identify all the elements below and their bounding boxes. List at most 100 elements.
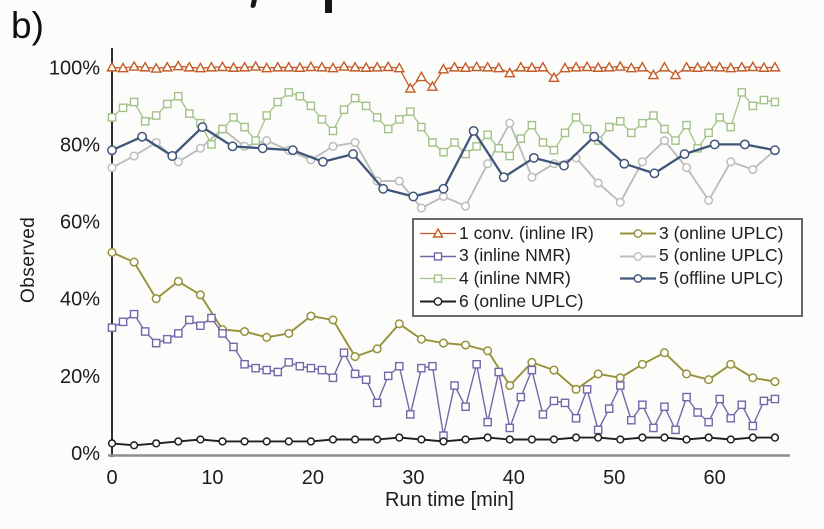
- marker-triangle: [548, 71, 560, 82]
- marker-square: [638, 400, 647, 410]
- y-tick-label: 80%: [60, 134, 100, 156]
- marker-triangle: [139, 61, 151, 72]
- marker-triangle: [603, 61, 616, 72]
- marker-triangle: [459, 61, 472, 72]
- legend-label: 5 (online UPLC): [659, 245, 784, 266]
- marker-circle: [461, 340, 471, 350]
- marker-circle: [227, 141, 238, 152]
- marker-square: [660, 402, 669, 412]
- marker-circle: [438, 183, 449, 194]
- marker-triangle: [117, 62, 129, 73]
- marker-circle: [571, 433, 581, 442]
- marker-triangle: [294, 61, 306, 72]
- marker-circle: [559, 160, 569, 171]
- marker-circle: [660, 433, 669, 442]
- marker-circle: [328, 315, 338, 325]
- marker-square: [196, 321, 205, 331]
- marker-square: [140, 116, 150, 126]
- legend-label: 3 (inline NMR): [459, 245, 571, 266]
- marker-square: [428, 361, 437, 371]
- marker-square: [428, 138, 437, 147]
- marker-circle: [107, 163, 117, 173]
- marker-circle: [615, 373, 625, 383]
- marker-square: [317, 365, 327, 375]
- marker-triangle: [470, 60, 483, 72]
- marker-square: [649, 111, 658, 120]
- marker-square: [273, 367, 283, 377]
- y-tick-label: 40%: [60, 289, 100, 311]
- marker-circle: [151, 294, 161, 304]
- marker-square: [538, 410, 548, 419]
- marker-triangle: [747, 60, 759, 72]
- marker-triangle: [404, 82, 417, 93]
- marker-square: [516, 134, 526, 143]
- marker-square: [361, 101, 371, 111]
- marker-circle: [394, 319, 404, 329]
- x-tick-label: 40: [503, 467, 525, 489]
- marker-circle: [417, 435, 426, 444]
- marker-triangle: [382, 60, 395, 72]
- marker-circle: [649, 168, 660, 179]
- marker-square: [417, 122, 426, 132]
- marker-triangle: [172, 60, 185, 71]
- marker-circle: [174, 437, 183, 446]
- marker-square: [394, 361, 404, 371]
- marker-triangle: [669, 68, 682, 80]
- marker-square: [361, 375, 371, 385]
- marker-square: [162, 99, 172, 109]
- marker-square: [383, 124, 393, 134]
- marker-square: [173, 91, 183, 101]
- marker-square: [185, 315, 194, 325]
- marker-triangle: [216, 60, 229, 72]
- marker-circle: [498, 172, 509, 183]
- marker-circle: [439, 437, 448, 446]
- legend-item-uplc6_online: 6 (online UPLC): [419, 292, 619, 311]
- marker-circle: [262, 332, 272, 342]
- marker-square: [582, 385, 592, 394]
- marker-circle: [129, 151, 139, 161]
- marker-circle: [527, 357, 537, 367]
- marker-circle: [195, 290, 205, 300]
- marker-circle: [284, 328, 294, 338]
- marker-circle: [240, 437, 249, 446]
- marker-triangle: [360, 61, 372, 72]
- marker-circle: [682, 163, 692, 173]
- marker-square: [151, 111, 161, 120]
- marker-square: [671, 136, 680, 145]
- marker-square: [693, 408, 702, 417]
- marker-triangle: [238, 61, 251, 72]
- marker-circle: [615, 197, 625, 207]
- marker-circle: [350, 435, 360, 444]
- marker-triangle: [724, 62, 737, 73]
- marker-square: [638, 118, 647, 128]
- legend-marker-circle-icon: [620, 251, 656, 261]
- marker-circle: [438, 338, 449, 348]
- marker-square: [295, 361, 305, 371]
- marker-circle: [107, 439, 117, 448]
- marker-circle: [317, 156, 328, 167]
- marker-square: [483, 417, 492, 427]
- marker-circle: [739, 139, 750, 150]
- marker-square: [759, 396, 769, 406]
- marker-square: [770, 97, 780, 107]
- marker-circle: [505, 435, 514, 444]
- series-line-nmr3: [111, 313, 776, 437]
- marker-circle: [589, 131, 600, 142]
- marker-square: [505, 423, 515, 433]
- marker-circle: [129, 257, 139, 267]
- marker-square: [461, 402, 470, 412]
- marker-square: [748, 421, 758, 431]
- marker-circle: [704, 375, 714, 385]
- marker-triangle: [260, 62, 273, 73]
- marker-square: [306, 101, 316, 111]
- marker-square: [483, 130, 492, 140]
- marker-triangle: [305, 60, 317, 72]
- marker-triangle: [526, 61, 538, 72]
- marker-triangle: [150, 62, 162, 73]
- marker-circle: [679, 149, 690, 160]
- marker-circle: [594, 433, 603, 442]
- marker-square: [715, 113, 725, 122]
- marker-circle: [659, 348, 670, 358]
